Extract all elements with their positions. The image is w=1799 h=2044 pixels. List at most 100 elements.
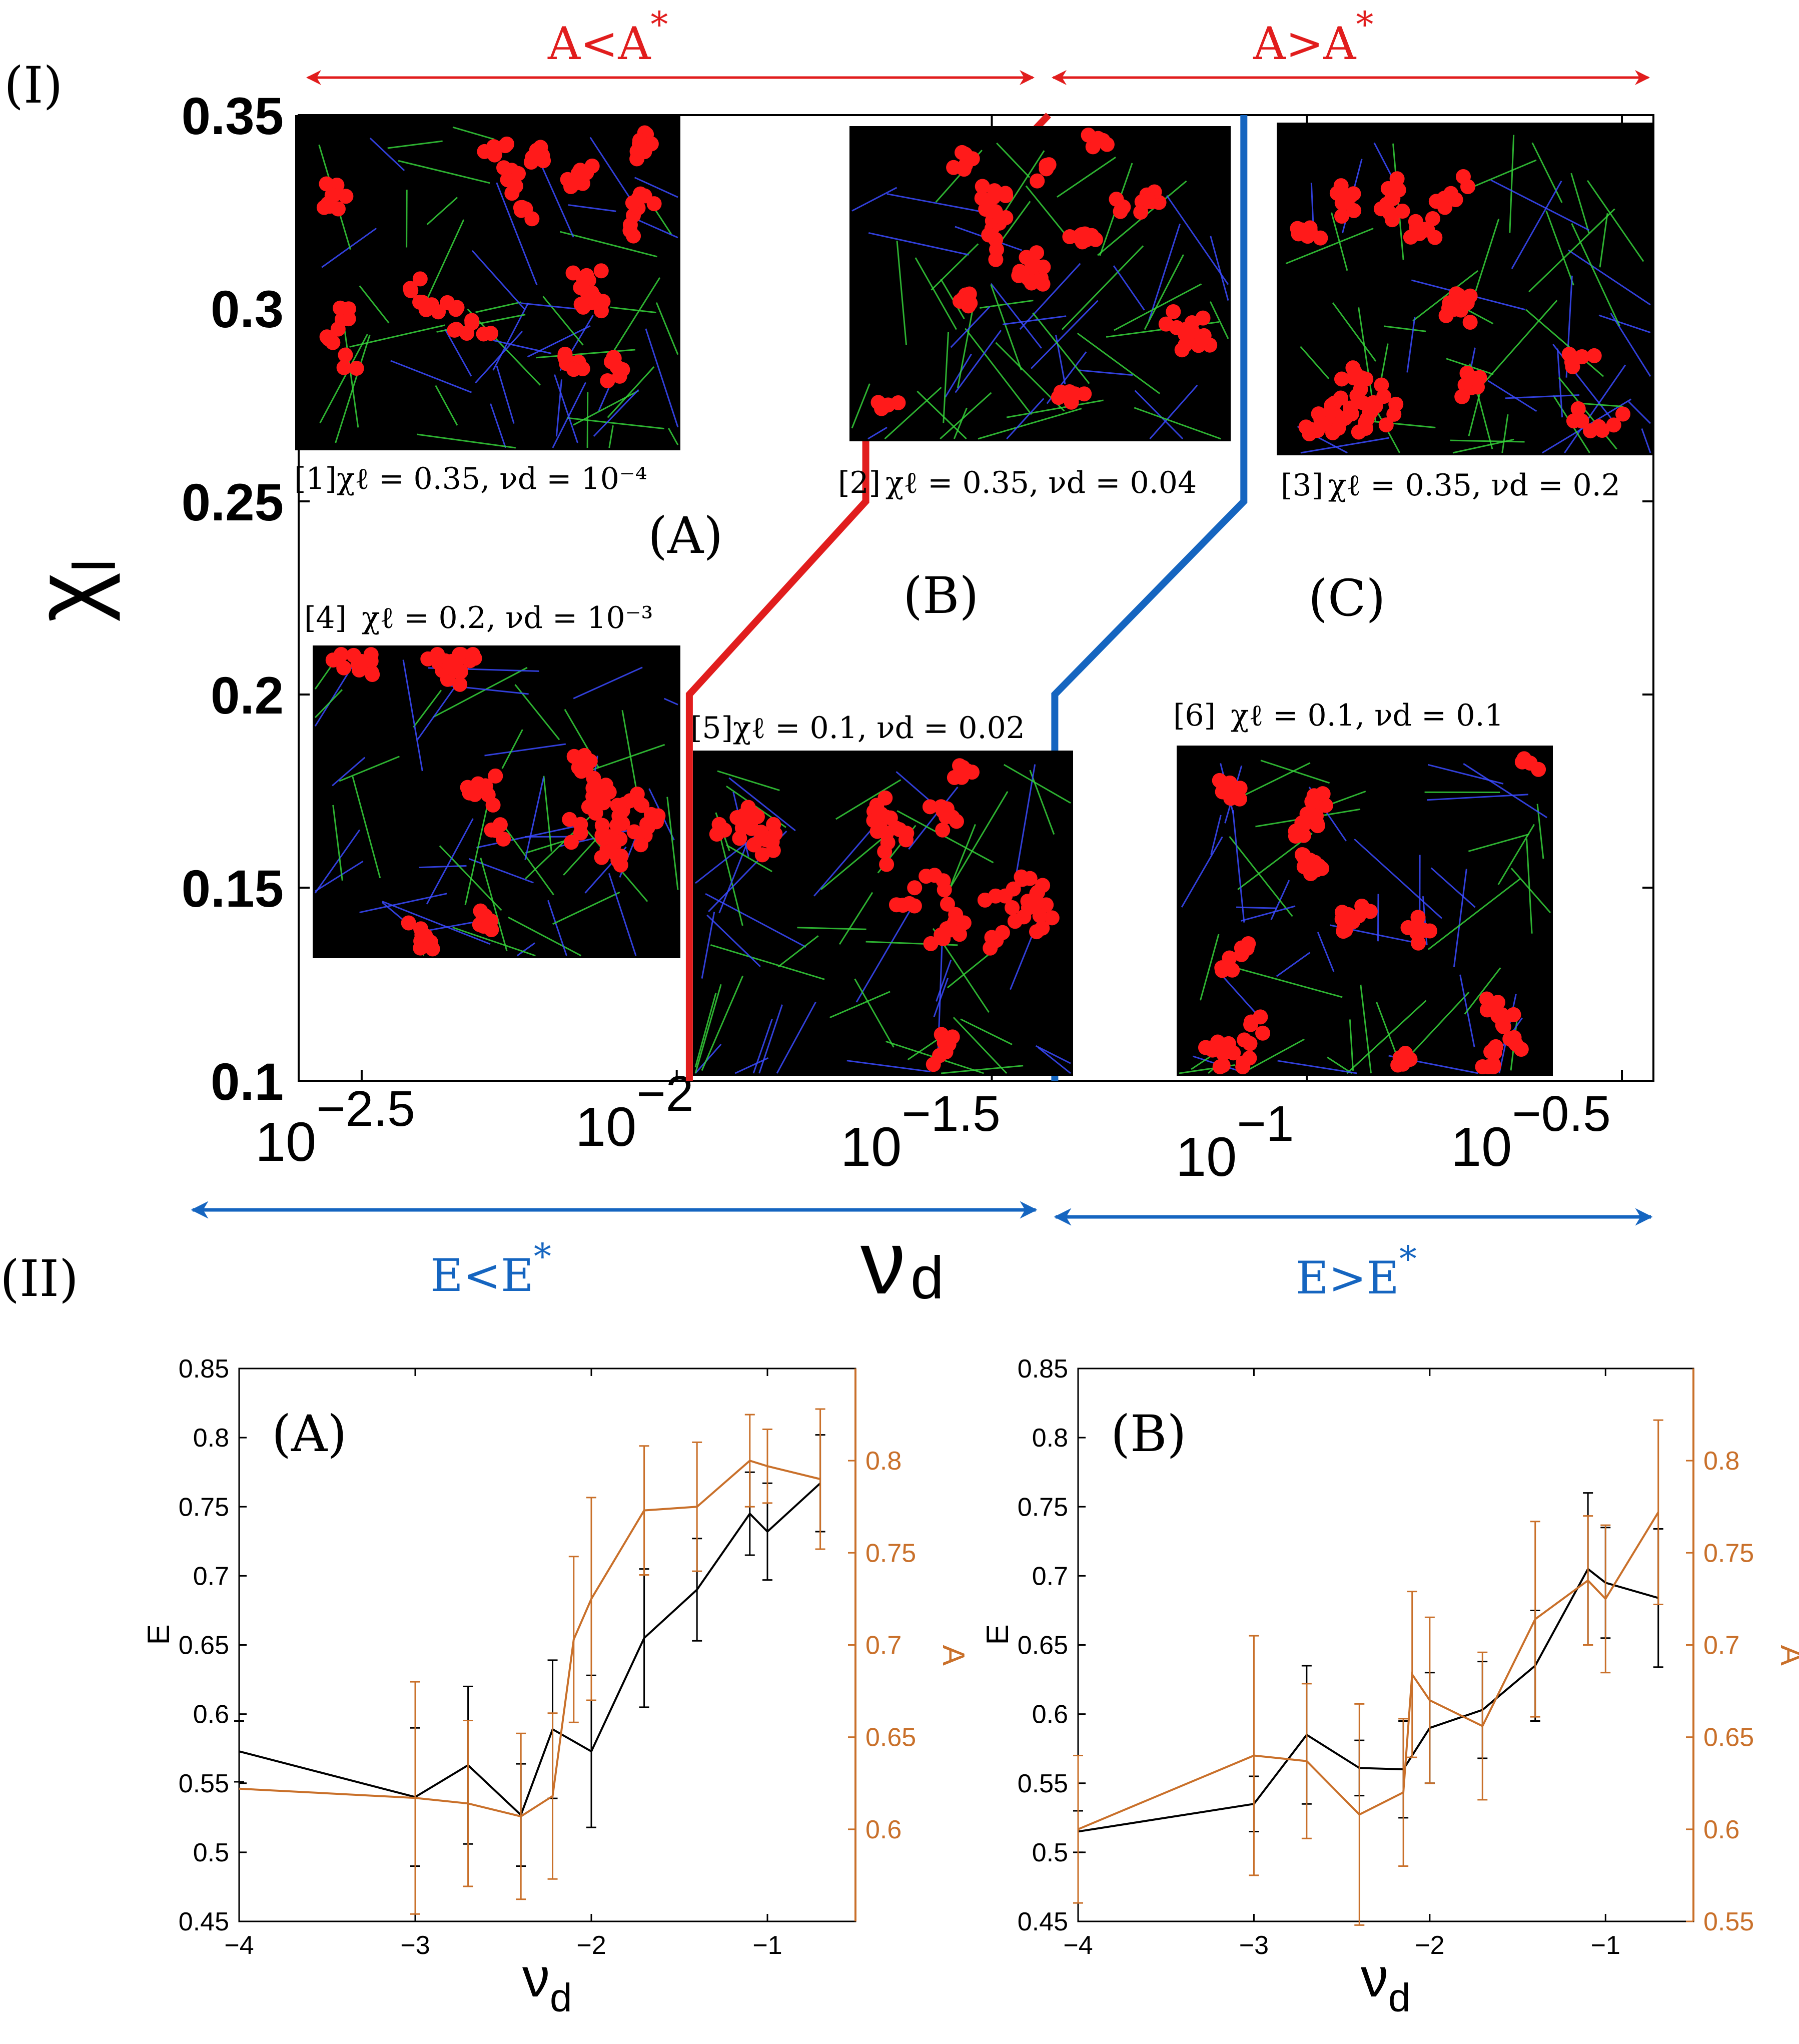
fiber — [1510, 868, 1551, 913]
cell — [319, 176, 334, 192]
cell — [632, 133, 647, 148]
fiber — [540, 164, 574, 238]
cell — [1178, 337, 1193, 353]
cell — [1358, 420, 1374, 436]
fiber — [1428, 878, 1521, 950]
y-left-tick-label: 0.5 — [193, 1838, 229, 1867]
cell — [1455, 169, 1471, 184]
label-a-below: A<A* — [547, 4, 668, 70]
cell — [952, 294, 968, 309]
x-tick-label: 10−1 — [1176, 1096, 1294, 1188]
label-e-below: E<E* — [430, 1236, 551, 1302]
cell — [1594, 423, 1610, 438]
cell — [629, 787, 645, 802]
cell — [732, 831, 747, 846]
inset-6-caption: [6] χℓ = 0.1, νd = 0.1 — [1173, 698, 1504, 733]
cell — [1076, 229, 1092, 245]
cell — [566, 362, 581, 377]
fiber — [965, 328, 1032, 415]
fiber — [1610, 313, 1651, 377]
cell — [1606, 417, 1621, 433]
cell — [564, 835, 579, 850]
cell — [1212, 1059, 1228, 1074]
y-left-tick-label: 0.6 — [193, 1700, 229, 1729]
y-left-axis-label: E — [981, 1624, 1015, 1645]
fiber — [1149, 384, 1198, 439]
cell — [1005, 900, 1020, 915]
y-right-tick-label: 0.8 — [1703, 1447, 1739, 1476]
fiber — [608, 425, 614, 448]
fiber — [829, 991, 890, 1019]
cell — [536, 153, 551, 169]
fiber — [1210, 236, 1229, 301]
fiber — [719, 834, 743, 926]
fiber — [701, 975, 744, 1071]
cell — [338, 347, 353, 363]
y-right-tick-label: 0.6 — [865, 1815, 902, 1844]
y-right-tick-label: 0.55 — [1703, 1907, 1754, 1936]
cell — [600, 373, 615, 388]
inset-1-caption: [1]χℓ = 0.35, νd = 10⁻⁴ — [294, 461, 647, 496]
fiber — [496, 366, 515, 424]
snapshot-image-4 — [313, 645, 680, 958]
inset-3: [3] χℓ = 0.35, νd = 0.2 — [1277, 123, 1653, 503]
fiber — [1276, 952, 1311, 977]
inset-2-caption: [2] χℓ = 0.35, νd = 0.04 — [838, 465, 1197, 500]
cell — [465, 647, 481, 662]
y-left-tick-label: 0.65 — [179, 1631, 229, 1660]
x-axis-label: νd — [522, 1947, 572, 2020]
fiber — [349, 324, 446, 348]
cell — [1615, 406, 1630, 422]
fiber — [955, 330, 1002, 393]
cell — [753, 831, 769, 847]
fiber — [516, 942, 535, 957]
fiber — [490, 403, 507, 448]
x-tick-label: −3 — [400, 1931, 430, 1960]
fiber — [1332, 302, 1377, 362]
cell — [1420, 222, 1435, 238]
cell — [488, 768, 503, 784]
cell — [1392, 1050, 1408, 1065]
cell — [1214, 960, 1230, 976]
cell — [922, 799, 938, 815]
cell — [749, 809, 765, 825]
fiber — [314, 689, 343, 719]
fiber — [432, 666, 528, 718]
fiber — [420, 920, 483, 933]
cell — [1389, 171, 1405, 187]
top-arrows: A<A* A>A* — [306, 4, 1650, 85]
snapshot-image-5 — [693, 751, 1073, 1076]
cell — [1586, 348, 1602, 363]
x-tick-label: −3 — [1239, 1931, 1269, 1960]
fiber — [1015, 764, 1036, 875]
cell — [346, 647, 361, 663]
cell — [557, 349, 573, 365]
panel-II-A: 0.45 0.5 0.55 0.6 0.65 0.7 0.75 0.8 0.85 0.6 0.65 0… — [142, 1354, 971, 2020]
cell — [609, 818, 625, 833]
fiber — [525, 839, 569, 854]
panel-label: (A) — [272, 1405, 347, 1463]
section-I-label: (I) — [4, 56, 63, 115]
x-tick-label: −4 — [224, 1931, 254, 1960]
cell — [1448, 192, 1463, 208]
fiber — [1450, 439, 1525, 443]
cell — [1358, 371, 1374, 387]
fiber — [838, 892, 873, 945]
cell — [1318, 798, 1333, 813]
fiber — [471, 250, 526, 310]
cell — [1334, 209, 1350, 224]
fiber — [527, 325, 591, 358]
fiber — [521, 302, 577, 310]
fiber — [1427, 794, 1528, 801]
cell — [874, 401, 889, 416]
cell — [869, 824, 885, 839]
fiber — [668, 428, 679, 445]
y-left-tick-label: 0.45 — [179, 1907, 229, 1936]
label-e-above: E>E* — [1296, 1238, 1417, 1304]
y-left-tick-label: 0.55 — [1018, 1769, 1068, 1798]
cell — [932, 1048, 948, 1063]
cell — [478, 908, 493, 924]
fiber — [1144, 254, 1184, 330]
panel-I-ylabel: χl — [15, 559, 128, 622]
cell — [1035, 276, 1051, 292]
